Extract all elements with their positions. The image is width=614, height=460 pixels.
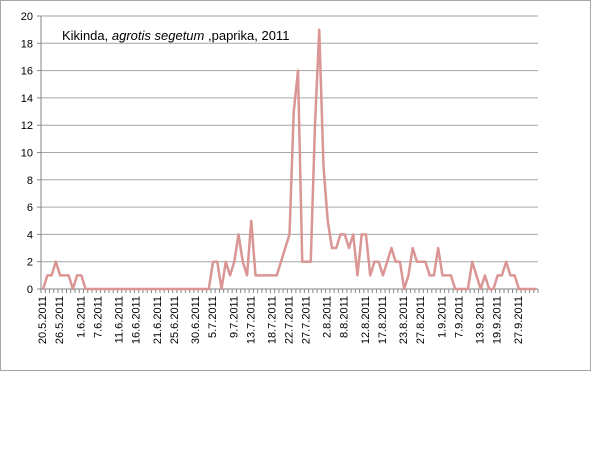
- x-tick-label: 16.6.2011: [131, 296, 143, 344]
- title-rest: ,paprika, 2011: [208, 28, 290, 43]
- x-tick-label: 23.8.2011: [398, 296, 410, 344]
- x-tick-label: 1.6.2011: [75, 296, 87, 338]
- title-species: agrotis segetum: [111, 28, 205, 43]
- y-tick-label: 14: [21, 93, 33, 105]
- x-tick-label: 7.9.2011: [453, 296, 465, 338]
- y-tick-label: 8: [27, 175, 33, 187]
- gridlines: [41, 15, 538, 263]
- x-tick-label: 11.6.2011: [114, 296, 126, 343]
- y-tick-label: 6: [27, 202, 33, 214]
- x-tick-label: 18.7.2011: [267, 296, 279, 344]
- x-tick-label: 12.8.2011: [360, 296, 372, 344]
- x-tick-label: 8.8.2011: [339, 296, 351, 338]
- x-tick-label: 26.5.2011: [54, 296, 66, 344]
- y-tick-label: 20: [21, 11, 33, 23]
- x-tick-label: 27.9.2011: [513, 296, 525, 344]
- x-tick-label: 13.7.2011: [245, 296, 257, 344]
- chart-title: Kikinda, agrotis segetum ,paprika, 2011: [62, 28, 289, 43]
- title-location: Kikinda,: [62, 28, 109, 43]
- y-tick-label: 0: [27, 284, 33, 296]
- x-tick-label: 25.6.2011: [169, 296, 181, 344]
- x-tick-labels: 20.5.2011 26.5.2011 1.6.2011 7.6.2011 11.6.2…: [37, 296, 525, 344]
- x-tick-label: 2.8.2011: [322, 296, 334, 338]
- x-tick-label: 1.9.2011: [436, 296, 448, 338]
- x-tick-label: 22.7.2011: [284, 296, 296, 344]
- y-tick-label: 18: [21, 38, 33, 50]
- y-tick-label: 16: [21, 66, 33, 78]
- x-tick-label: 20.5.2011: [37, 296, 49, 344]
- x-tick-label: 13.9.2011: [475, 296, 487, 344]
- x-tick-label: 7.6.2011: [92, 296, 104, 338]
- x-tick-label: 9.7.2011: [228, 296, 240, 338]
- x-tick-label: 27.8.2011: [415, 296, 427, 344]
- y-tick-label: 12: [21, 120, 33, 132]
- x-tick-label: 27.7.2011: [300, 296, 312, 344]
- x-tick-label: 17.8.2011: [377, 296, 389, 344]
- y-tick-label: 10: [21, 148, 33, 160]
- x-tick-label: 5.7.2011: [207, 296, 219, 338]
- y-tick-labels: 0 2 4 6 8 10 12 14 16 18 20: [21, 11, 33, 296]
- x-tick-label: 30.6.2011: [190, 296, 202, 344]
- series-layer: [41, 28, 536, 291]
- chart-border: [0, 0, 591, 371]
- y-tick-label: 2: [27, 257, 33, 269]
- x-tick-label: 19.9.2011: [492, 296, 504, 344]
- x-tick-label: 21.6.2011: [152, 296, 164, 344]
- y-tick-label: 4: [27, 229, 33, 241]
